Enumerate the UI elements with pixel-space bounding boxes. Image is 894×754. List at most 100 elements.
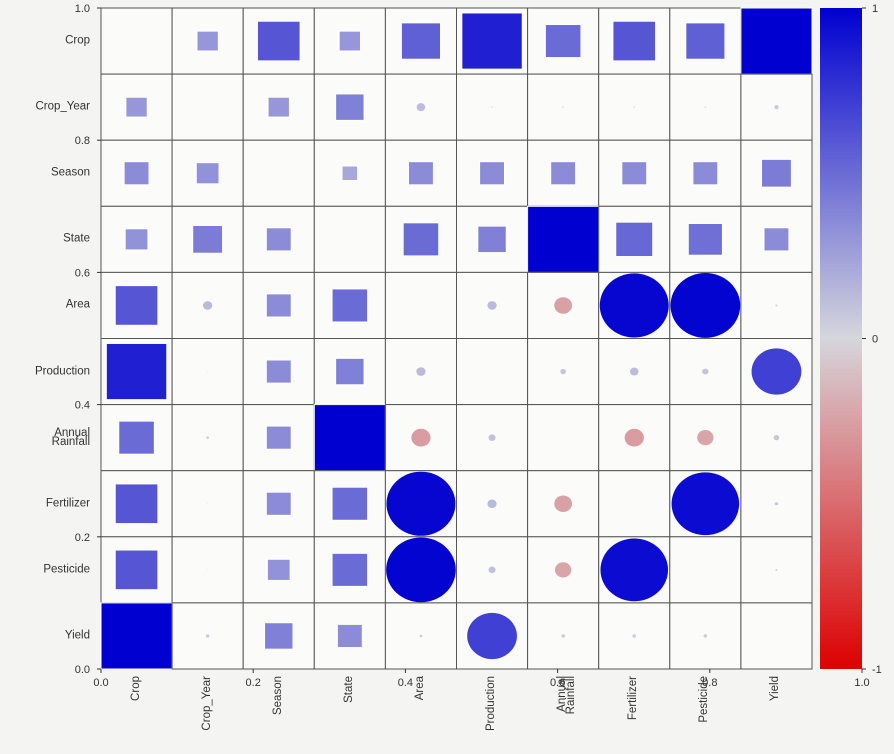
- colorbar: [820, 8, 862, 669]
- square-mark: [685, 22, 726, 60]
- circle-mark: [491, 106, 493, 108]
- square-mark: [267, 96, 290, 118]
- x-tick-label: State: [342, 676, 355, 703]
- square-mark: [335, 357, 365, 386]
- x-axis-tick-label: 0.2: [246, 677, 261, 689]
- circle-mark: [703, 634, 708, 638]
- cell: [171, 73, 244, 141]
- circle-mark: [775, 304, 778, 307]
- square-mark: [266, 558, 291, 581]
- x-tick-label: Annual Rainfall: [556, 676, 578, 715]
- square-mark: [761, 158, 792, 188]
- y-axis-tick-label: 1.0: [75, 3, 90, 15]
- circle-mark: [562, 106, 564, 108]
- square-mark: [265, 491, 292, 516]
- y-axis-tick-label: 0.6: [75, 267, 90, 279]
- square-mark: [195, 162, 220, 185]
- circle-mark: [206, 436, 210, 439]
- square-mark: [124, 228, 149, 251]
- circle-mark: [207, 503, 209, 505]
- circle-mark: [773, 435, 780, 441]
- square-mark: [196, 30, 219, 52]
- circle-mark: [629, 367, 639, 376]
- square-mark: [265, 359, 292, 384]
- square-mark: [400, 22, 442, 60]
- circle-mark: [670, 273, 741, 338]
- square-mark: [313, 404, 386, 472]
- square-mark: [331, 486, 369, 521]
- cell: [456, 73, 529, 141]
- square-mark: [192, 224, 224, 254]
- square-mark: [740, 7, 813, 75]
- colorbar-tick-label: 1: [872, 3, 878, 15]
- circle-mark: [775, 568, 778, 571]
- square-mark: [264, 622, 294, 650]
- circle-mark: [419, 634, 423, 638]
- square-mark: [114, 483, 159, 525]
- y-tick-label: Season: [50, 166, 90, 179]
- cell: [313, 205, 386, 273]
- circle-mark: [697, 430, 714, 446]
- cell: [456, 338, 529, 406]
- square-mark: [402, 222, 440, 257]
- square-mark: [335, 93, 365, 121]
- circle-mark: [205, 634, 210, 638]
- y-tick-label: State: [63, 232, 90, 245]
- square-mark: [331, 552, 369, 587]
- y-tick-label: Pesticide: [43, 563, 90, 576]
- x-tick-label: Crop: [129, 676, 142, 701]
- square-mark: [105, 342, 168, 401]
- circle-mark: [416, 103, 426, 112]
- square-mark: [123, 161, 150, 186]
- circle-mark: [386, 537, 456, 603]
- square-mark: [692, 161, 719, 186]
- cell: [242, 271, 315, 339]
- circle-mark: [554, 562, 572, 578]
- square-mark: [763, 227, 790, 252]
- circle-mark: [554, 297, 573, 314]
- square-mark: [265, 227, 292, 252]
- cell: [384, 271, 457, 339]
- y-tick-label: Crop: [65, 34, 90, 47]
- square-mark: [341, 165, 359, 182]
- colorbar-tick-label: -1: [872, 664, 882, 676]
- circle-mark: [488, 434, 496, 441]
- y-axis-tick-label: 0.4: [75, 400, 90, 412]
- circle-mark: [203, 301, 213, 310]
- square-mark: [544, 24, 582, 59]
- square-mark: [479, 161, 505, 186]
- x-tick-label: Season: [271, 676, 284, 716]
- square-mark: [527, 205, 600, 273]
- square-mark: [550, 161, 577, 186]
- y-tick-label: Production: [35, 365, 90, 378]
- square-mark: [118, 420, 155, 455]
- y-tick-label: Annual Rainfall: [51, 426, 90, 448]
- circle-mark: [416, 367, 426, 376]
- square-mark: [615, 221, 654, 258]
- circle-mark: [207, 569, 209, 571]
- cell: [598, 470, 671, 538]
- square-mark: [338, 30, 362, 52]
- circle-mark: [467, 612, 517, 660]
- circle-mark: [487, 499, 497, 509]
- x-tick-label: Yield: [769, 676, 782, 702]
- circle-mark: [774, 502, 779, 506]
- x-tick-label: Area: [413, 676, 426, 701]
- circle-mark: [702, 368, 709, 375]
- square-mark: [114, 285, 159, 326]
- square-mark: [100, 602, 173, 670]
- cell: [527, 404, 600, 472]
- square-mark: [114, 549, 159, 591]
- square-mark: [336, 623, 363, 649]
- circle-mark: [632, 634, 637, 638]
- y-axis-tick-label: 0.8: [75, 135, 90, 147]
- square-mark: [687, 222, 723, 256]
- cell: [242, 139, 315, 207]
- x-axis-tick-label: 0.0: [93, 677, 108, 689]
- y-tick-label: Crop_Year: [35, 100, 90, 113]
- circle-mark: [386, 471, 456, 536]
- x-tick-label: Crop_Year: [200, 676, 213, 731]
- circle-mark: [704, 106, 707, 108]
- cell: [669, 536, 742, 604]
